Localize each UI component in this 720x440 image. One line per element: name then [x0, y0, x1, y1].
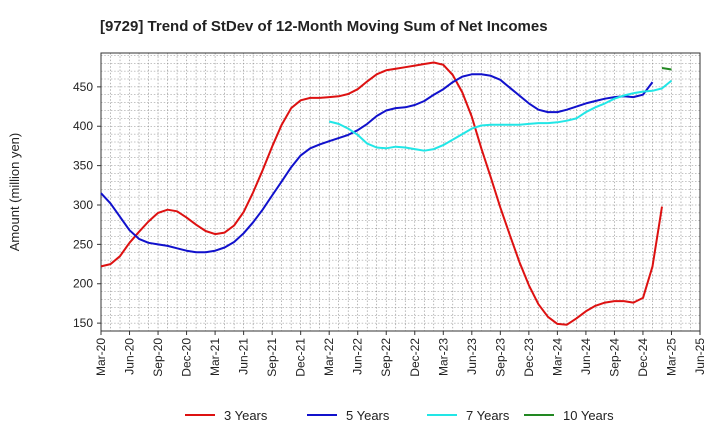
x-tick-label: Sep-23	[493, 338, 507, 377]
y-tick-label: 400	[73, 119, 93, 133]
y-tick-label: 250	[73, 237, 93, 251]
x-tick-label: Mar-25	[664, 338, 678, 376]
x-tick-label: Jun-23	[465, 338, 479, 375]
y-tick-label: 150	[73, 316, 93, 330]
series-line-2	[100, 73, 654, 254]
x-tick-label: Sep-22	[379, 338, 393, 377]
x-tick-label: Mar-24	[550, 338, 564, 376]
x-tick-label: Mar-22	[322, 338, 336, 376]
x-tick-label: Mar-21	[208, 338, 222, 376]
x-tick-label: Jun-21	[237, 338, 251, 375]
x-tick-label: Sep-21	[265, 338, 279, 377]
legend: 3 Years 5 Years 7 Years 10 Years	[185, 408, 614, 423]
x-tick-label: Jun-22	[351, 338, 365, 375]
x-tick-label: Dec-22	[408, 338, 422, 377]
x-tick-label: Mar-20	[94, 338, 108, 376]
x-tick-label: Mar-23	[436, 338, 450, 376]
legend-label: 7 Years	[466, 408, 510, 423]
x-tick-label: Dec-20	[180, 338, 194, 377]
x-tick-label: Jun-20	[123, 338, 137, 375]
x-tick-label: Dec-23	[522, 338, 536, 377]
legend-label: 3 Years	[224, 408, 268, 423]
x-tick-label: Jun-24	[579, 338, 593, 375]
plot-area: 150 200 250 300 350 400 450 Mar-20 Jun-20 Sep-20 D…	[73, 52, 707, 377]
y-tick-label: 300	[73, 198, 93, 212]
series-line-4	[661, 67, 672, 71]
y-tick-label: 200	[73, 277, 93, 291]
x-tick-label: Dec-21	[294, 338, 308, 377]
y-tick-label: 450	[73, 80, 93, 94]
y-axis-label: Amount (million yen)	[7, 133, 22, 252]
x-tick-label: Sep-20	[151, 338, 165, 377]
chart-title: [9729] Trend of StDev of 12-Month Moving…	[100, 18, 548, 35]
legend-label: 10 Years	[563, 408, 614, 423]
x-tick-label: Sep-24	[607, 338, 621, 377]
legend-label: 5 Years	[346, 408, 390, 423]
x-tick-label: Dec-24	[636, 338, 650, 377]
plot-frame	[100, 52, 701, 332]
x-tick-label: Jun-25	[693, 338, 707, 375]
series-line-1	[100, 61, 663, 326]
y-tick-label: 350	[73, 159, 93, 173]
series-line-3	[328, 79, 673, 152]
